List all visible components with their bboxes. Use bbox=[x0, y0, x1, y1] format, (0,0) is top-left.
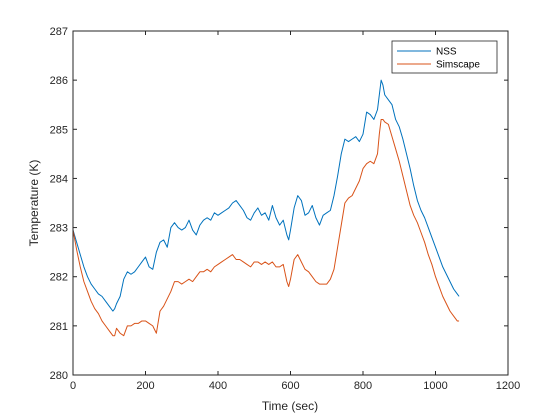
y-tick-label: 285 bbox=[50, 124, 68, 136]
x-tick-label: 600 bbox=[281, 380, 299, 392]
x-tick-label: 200 bbox=[136, 380, 154, 392]
series-line-nss bbox=[72, 79, 460, 312]
legend-label-nss: NSS bbox=[436, 47, 457, 58]
x-tick-label: 800 bbox=[354, 380, 372, 392]
y-tick-label: 282 bbox=[50, 272, 68, 284]
legend: NSS Simscape bbox=[391, 40, 498, 74]
x-tick-label: 0 bbox=[70, 380, 76, 392]
y-tick-label: 286 bbox=[50, 75, 68, 87]
y-tick-label: 287 bbox=[50, 26, 68, 38]
x-tick-label: 1200 bbox=[496, 380, 520, 392]
y-tick-label: 284 bbox=[50, 173, 68, 185]
plot-area bbox=[73, 31, 508, 375]
y-tick-label: 281 bbox=[50, 321, 68, 333]
x-tick-label: 1000 bbox=[423, 380, 447, 392]
legend-box bbox=[391, 40, 498, 74]
plot-frame bbox=[72, 30, 509, 376]
legend-label-simscape: Simscape bbox=[436, 60, 480, 71]
y-tick-label: 283 bbox=[50, 223, 68, 235]
series-layer bbox=[72, 79, 460, 337]
tick-labels: 0 200 400 600 800 1000 1200 280 281 282 283 284 285 2… bbox=[50, 26, 521, 392]
series-line-simscape bbox=[72, 118, 460, 337]
x-axis-label: Time (sec) bbox=[262, 399, 318, 413]
x-tick-label: 400 bbox=[209, 380, 227, 392]
y-axis-label: Temperature (K) bbox=[27, 160, 41, 247]
y-tick-label: 280 bbox=[50, 370, 68, 382]
